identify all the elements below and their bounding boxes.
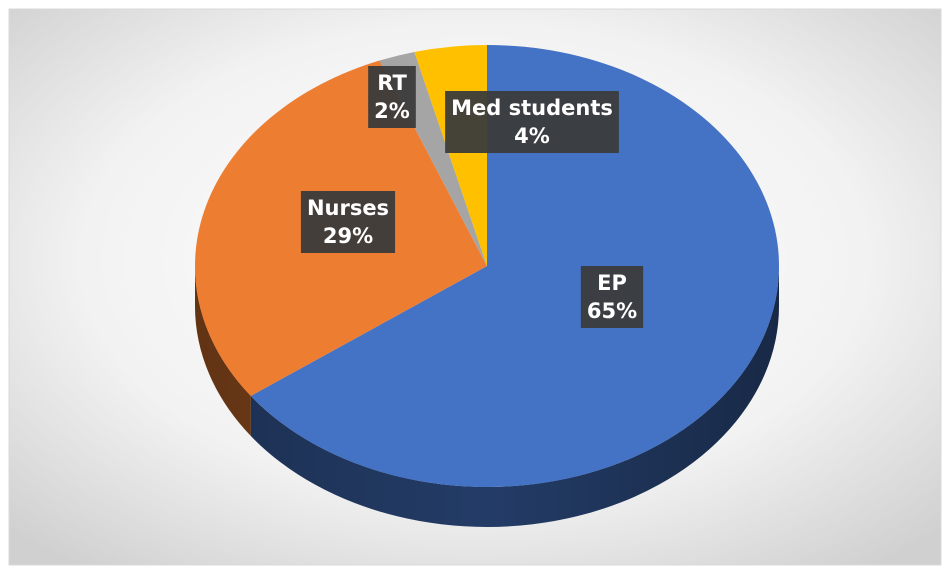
data-label-box (368, 66, 416, 128)
data-label: RT 2% (368, 66, 416, 128)
data-label-value: 65% (587, 299, 637, 323)
data-label-value: 29% (323, 224, 373, 248)
data-label-name: Nurses (307, 196, 389, 220)
data-label-name: Med students (451, 96, 613, 120)
pie-sides (195, 266, 780, 528)
data-label: Nurses 29% (300, 191, 396, 253)
data-label: Med students 4% (445, 91, 619, 153)
data-label-name: RT (377, 71, 407, 95)
side-shade (195, 266, 779, 527)
data-label-box (580, 266, 644, 328)
data-labels: EP 65% Nurses 29% RT 2% Med students 4% (300, 66, 644, 328)
data-label-box (445, 91, 619, 153)
data-label-name: EP (597, 271, 627, 295)
slice (250, 45, 780, 488)
data-label-box (300, 191, 396, 253)
data-label: EP 65% (580, 266, 644, 328)
data-label-value: 2% (374, 99, 410, 123)
data-label-value: 4% (514, 124, 550, 148)
